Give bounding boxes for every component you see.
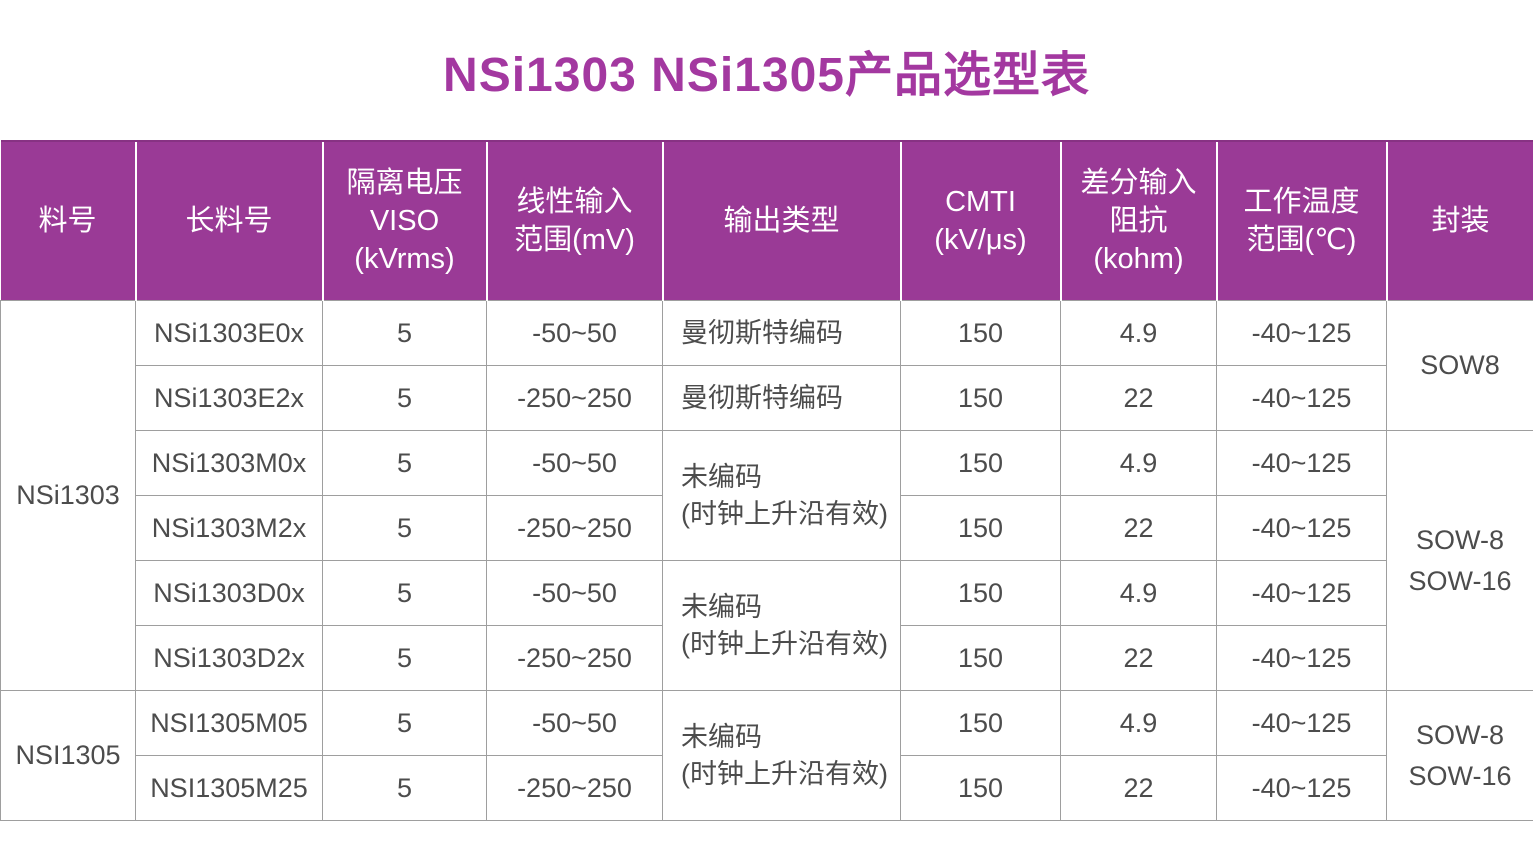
cell-temp-range: -40~125 xyxy=(1216,430,1387,496)
table-row: NSi1303 NSi1303E0x 5 -50~50 曼彻斯特编码 150 4… xyxy=(0,300,1533,691)
col-header-operating-temp-range: 工作温度 范围(℃) xyxy=(1215,140,1387,301)
cell-impedance: 22 xyxy=(1060,365,1217,431)
cell-viso: 5 xyxy=(322,365,487,431)
cell-cmti: 150 xyxy=(900,625,1061,691)
cell-linear-range: -250~250 xyxy=(486,625,663,691)
cell-impedance: 4.9 xyxy=(1060,560,1217,626)
cell-long-part: NSi1303D2x xyxy=(135,625,323,691)
cell-long-part: NSI1305M25 xyxy=(135,755,323,821)
cell-package: SOW-8 SOW-16 xyxy=(1386,690,1533,821)
cell-output-type: 未编码 (时钟上升沿有效) xyxy=(662,560,901,691)
table-row: NSi1303D2x 5 -250~250 150 22 -40~125 xyxy=(1,625,1533,691)
cell-cmti: 150 xyxy=(900,755,1061,821)
cell-long-part: NSI1305M05 xyxy=(135,690,323,756)
cell-impedance: 4.9 xyxy=(1060,300,1217,366)
cell-viso: 5 xyxy=(322,300,487,366)
col-header-isolation-voltage: 隔离电压 VISO (kVrms) xyxy=(321,140,487,301)
table-row: NSi1303M0x 5 -50~50 未编码 (时钟上升沿有效) 150 4.9… xyxy=(1,430,1533,691)
table-row: NSI1305M25 5 -250~250 150 22 -40~125 xyxy=(1,755,1533,821)
cell-package: SOW-8 SOW-16 xyxy=(1386,430,1533,691)
cell-long-part: NSi1303E0x xyxy=(135,300,323,366)
cell-impedance: 22 xyxy=(1060,495,1217,561)
cell-impedance: 4.9 xyxy=(1060,430,1217,496)
table-row: NSi1303M2x 5 -250~250 150 22 -40~125 xyxy=(1,495,1533,561)
cell-impedance: 22 xyxy=(1060,755,1217,821)
cell-output-type: 曼彻斯特编码 xyxy=(662,365,901,431)
cell-linear-range: -50~50 xyxy=(486,300,663,366)
cell-cmti: 150 xyxy=(900,495,1061,561)
cell-linear-range: -50~50 xyxy=(486,690,663,756)
cell-cmti: 150 xyxy=(900,690,1061,756)
col-header-diff-input-impedance: 差分输入 阻抗 (kohm) xyxy=(1059,140,1217,301)
cell-linear-range: -250~250 xyxy=(486,755,663,821)
cell-temp-range: -40~125 xyxy=(1216,625,1387,691)
table-row: NSI1305 NSI1305M05 5 -50~50 未编码 (时钟上升沿有效)… xyxy=(0,690,1533,821)
table-row: NSi1303E2x 5 -250~250 曼彻斯特编码 150 22 -40~… xyxy=(1,365,1533,431)
cell-temp-range: -40~125 xyxy=(1216,560,1387,626)
cell-viso: 5 xyxy=(322,690,487,756)
cell-temp-range: -40~125 xyxy=(1216,300,1387,366)
cell-cmti: 150 xyxy=(900,430,1061,496)
cell-cmti: 150 xyxy=(900,365,1061,431)
cell-viso: 5 xyxy=(322,625,487,691)
cell-viso: 5 xyxy=(322,430,487,496)
part-group-nsi1305: NSI1305 xyxy=(0,690,136,821)
cell-long-part: NSi1303M0x xyxy=(135,430,323,496)
cell-temp-range: -40~125 xyxy=(1216,365,1387,431)
col-header-linear-input-range: 线性输入 范围(mV) xyxy=(485,140,663,301)
cell-temp-range: -40~125 xyxy=(1216,755,1387,821)
table-header-row: 料号 长料号 隔离电压 VISO (kVrms) 线性输入 范围(mV) 输出类型 C… xyxy=(0,140,1533,301)
cell-temp-range: -40~125 xyxy=(1216,690,1387,756)
cell-linear-range: -250~250 xyxy=(486,495,663,561)
cell-output-type: 未编码 (时钟上升沿有效) xyxy=(662,430,901,561)
cell-long-part: NSi1303D0x xyxy=(135,560,323,626)
cell-impedance: 22 xyxy=(1060,625,1217,691)
col-header-part-number: 料号 xyxy=(0,140,136,301)
col-header-package: 封装 xyxy=(1385,140,1533,301)
cell-cmti: 150 xyxy=(900,560,1061,626)
product-selection-table: 料号 长料号 隔离电压 VISO (kVrms) 线性输入 范围(mV) 输出类型 C… xyxy=(0,140,1533,821)
cell-long-part: NSi1303M2x xyxy=(135,495,323,561)
cell-package: SOW8 xyxy=(1386,300,1533,431)
cell-long-part: NSi1303E2x xyxy=(135,365,323,431)
cell-linear-range: -50~50 xyxy=(486,560,663,626)
col-header-cmti: CMTI (kV/μs) xyxy=(899,140,1061,301)
col-header-output-type: 输出类型 xyxy=(661,140,901,301)
cell-viso: 5 xyxy=(322,560,487,626)
col-header-long-part-number: 长料号 xyxy=(134,140,323,301)
table-row: NSi1303D0x 5 -50~50 未编码 (时钟上升沿有效) 150 4.9… xyxy=(1,560,1533,691)
cell-cmti: 150 xyxy=(900,300,1061,366)
page-title: NSi1303 NSi1305产品选型表 xyxy=(443,49,1090,102)
cell-viso: 5 xyxy=(322,495,487,561)
cell-linear-range: -50~50 xyxy=(486,430,663,496)
cell-temp-range: -40~125 xyxy=(1216,495,1387,561)
cell-linear-range: -250~250 xyxy=(486,365,663,431)
cell-output-type: 未编码 (时钟上升沿有效) xyxy=(662,690,901,821)
cell-output-type: 曼彻斯特编码 xyxy=(662,300,901,366)
part-group-nsi1303: NSi1303 xyxy=(0,300,136,691)
cell-viso: 5 xyxy=(322,755,487,821)
cell-impedance: 4.9 xyxy=(1060,690,1217,756)
